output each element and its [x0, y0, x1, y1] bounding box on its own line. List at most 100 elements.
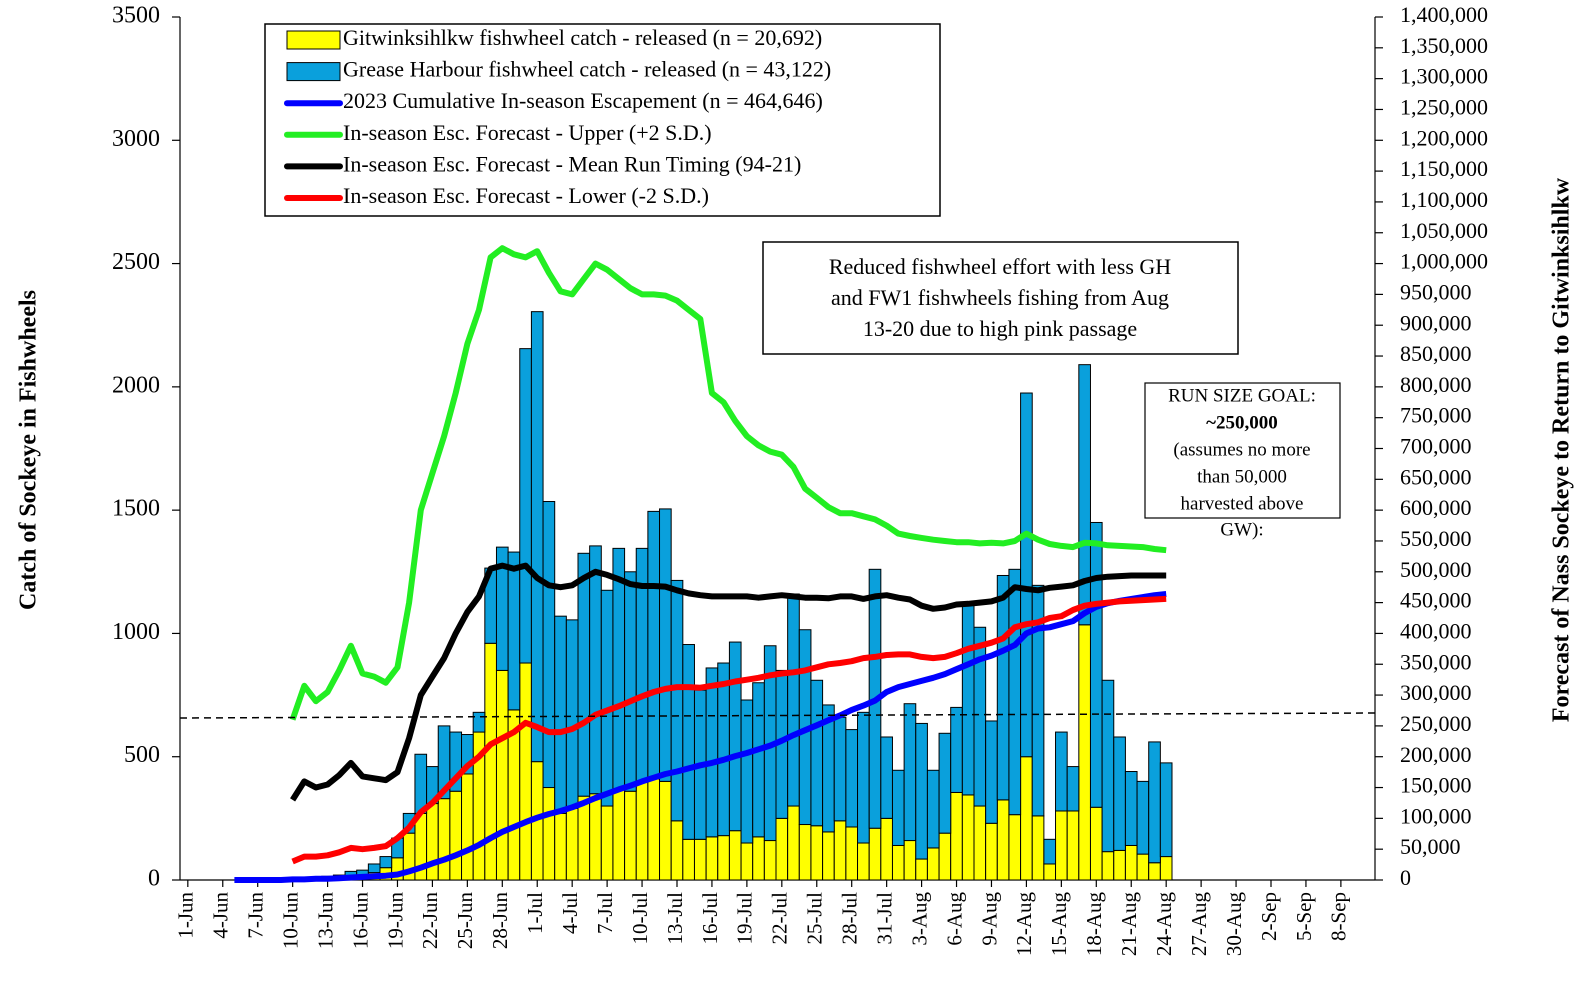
bar [891, 844, 905, 881]
x-tick-label: 10-Jul [628, 892, 652, 945]
bar [437, 798, 451, 881]
y2-tick-label: 500,000 [1400, 557, 1472, 582]
bar [1089, 806, 1103, 881]
bar [857, 842, 870, 881]
bar [1078, 624, 1091, 881]
y2-tick-label: 750,000 [1400, 403, 1472, 428]
bar [903, 840, 917, 881]
bar [1008, 814, 1022, 881]
bar [810, 679, 824, 827]
goal-text: harvested above [1181, 493, 1304, 514]
bar [682, 644, 695, 840]
y2-tick-label: 100,000 [1400, 803, 1472, 828]
bar [961, 794, 975, 881]
y2-tick-label: 0 [1400, 865, 1411, 890]
y2-tick-label: 1,200,000 [1400, 125, 1488, 150]
bar [985, 822, 998, 881]
goal-text: (assumes no more [1173, 439, 1310, 460]
y2-tick-label: 350,000 [1400, 649, 1472, 674]
bar [414, 753, 428, 814]
y2-tick-label: 1,300,000 [1400, 64, 1488, 89]
x-tick-label: 16-Jun [348, 892, 372, 950]
legend-label: In-season Esc. Forecast - Mean Run Timin… [343, 151, 801, 176]
bar [787, 805, 800, 881]
bar [915, 722, 928, 860]
x-tick-label: 6-Aug [942, 892, 966, 946]
bar [577, 795, 591, 881]
bar [996, 799, 1010, 881]
bar [449, 790, 463, 881]
bar [926, 847, 940, 881]
bar [600, 589, 614, 807]
bar [682, 838, 695, 881]
bar [519, 662, 532, 881]
bar [624, 571, 637, 792]
y2-tick-label: 850,000 [1400, 341, 1472, 366]
bar [985, 720, 998, 824]
x-tick-label: 1-Jun [174, 892, 198, 939]
y2-tick-label: 1,000,000 [1400, 249, 1488, 274]
bar [775, 817, 789, 881]
y2-tick-label: 1,250,000 [1400, 95, 1488, 120]
bar [542, 787, 556, 881]
bar [647, 778, 661, 881]
goal-text: GW): [1220, 519, 1263, 540]
bar [752, 836, 765, 881]
x-tick-label: 5-Sep [1292, 892, 1316, 941]
bar [1113, 736, 1126, 851]
bar [1124, 844, 1138, 881]
bar [1031, 815, 1045, 881]
x-tick-label: 7-Jun [244, 892, 268, 939]
y2-tick-label: 400,000 [1400, 618, 1472, 643]
y2-tick-label: 250,000 [1400, 711, 1472, 736]
bar [426, 803, 439, 881]
y2-tick-label: 1,350,000 [1400, 33, 1488, 58]
plot-area: 0 500 1000 1500 2000 2500 3000 3500 0 50,000 100,0… [112, 2, 1488, 956]
y2-tick-label: 1,400,000 [1400, 2, 1488, 27]
goal-text: RUN SIZE GOAL: [1168, 385, 1316, 406]
bar [1148, 862, 1161, 881]
bar [705, 667, 719, 838]
bar [1031, 584, 1045, 817]
y2-tick-label: 150,000 [1400, 773, 1472, 798]
x-tick-label: 19-Jun [383, 892, 407, 950]
bar [950, 706, 963, 793]
bar [589, 545, 602, 795]
x-tick-label: 4-Jun [209, 892, 233, 939]
x-tick-label: 16-Jul [698, 892, 722, 945]
y2-tick-label: 950,000 [1400, 279, 1472, 304]
bar [891, 769, 905, 846]
y-tick-label: 0 [148, 866, 160, 892]
bar [996, 574, 1010, 801]
bar [740, 699, 754, 844]
x-tick-label: 28-Jun [488, 892, 512, 950]
x-tick-label: 19-Jul [733, 892, 757, 945]
overlay: Reduced fishwheel effort with less GH an… [264, 23, 1341, 540]
y2-tick-label: 800,000 [1400, 372, 1472, 397]
annotation-line: and FW1 fishwheels fishing from Aug [831, 285, 1169, 310]
bar [530, 311, 544, 763]
bar [1020, 756, 1033, 881]
bar [565, 619, 579, 809]
x-tick-label: 12-Aug [1012, 892, 1036, 957]
bar [367, 863, 381, 874]
x-tick-label: 25-Jul [803, 892, 827, 945]
bar [612, 788, 626, 881]
bar [554, 812, 567, 881]
x-tick-label: 8-Sep [1327, 892, 1351, 941]
bar [763, 840, 777, 881]
goal-text: than 50,000 [1197, 466, 1287, 487]
bar [845, 729, 859, 828]
series-line [234, 591, 1167, 883]
bar [1020, 392, 1033, 758]
bar [659, 508, 672, 782]
bar [670, 820, 684, 881]
annotation-box [762, 241, 1239, 355]
bar [705, 836, 719, 881]
x-tick-label: 27-Aug [1187, 892, 1211, 957]
bar [845, 826, 859, 881]
bar [1148, 741, 1161, 864]
bar [659, 780, 672, 881]
bar [693, 838, 707, 881]
